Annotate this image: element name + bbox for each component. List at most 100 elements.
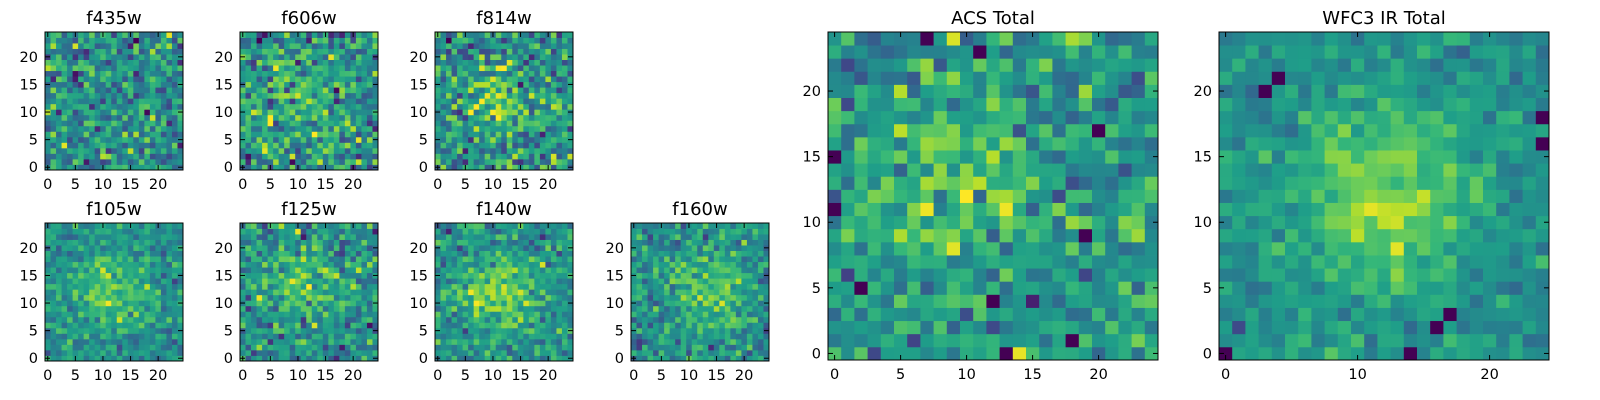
heatmap-cell — [61, 316, 68, 323]
heatmap-cell — [83, 147, 90, 154]
heatmap-cell — [741, 322, 748, 329]
heatmap-cell — [317, 322, 324, 329]
heatmap-cell — [144, 355, 151, 362]
heatmap-cell — [664, 294, 671, 301]
heatmap-cell — [501, 59, 508, 66]
heatmap-cell — [361, 355, 368, 362]
heatmap-cell — [267, 37, 274, 44]
heatmap-cell — [757, 305, 764, 312]
heatmap-cell — [61, 355, 68, 362]
heatmap-cell — [111, 120, 118, 127]
heatmap-cell — [372, 131, 379, 138]
heatmap-cell — [245, 120, 252, 127]
heatmap-cell — [719, 272, 726, 279]
heatmap-cell — [160, 103, 167, 110]
heatmap-cell — [177, 316, 184, 323]
heatmap-cell — [72, 48, 79, 55]
heatmap-cell — [61, 278, 68, 285]
heatmap-cell — [517, 98, 524, 105]
heatmap-cell — [83, 234, 90, 240]
heatmap-cell — [366, 131, 373, 138]
heatmap-cell — [528, 239, 535, 246]
heatmap-cell — [138, 289, 145, 296]
heatmap-cell — [534, 59, 541, 66]
heatmap-cell — [973, 189, 987, 203]
heatmap-cell — [267, 272, 274, 279]
heatmap-cell — [94, 98, 101, 105]
heatmap-cell — [116, 245, 123, 251]
heatmap-cell — [300, 81, 307, 88]
heatmap-cell — [50, 344, 57, 351]
heatmap-cell — [160, 158, 167, 165]
heatmap-cell — [713, 289, 720, 296]
heatmap-cell — [83, 278, 90, 285]
heatmap-cell — [61, 349, 68, 356]
heatmap-cell — [78, 327, 85, 334]
heatmap-cell — [295, 120, 302, 127]
heatmap-cell — [561, 250, 568, 257]
heatmap-cell — [155, 114, 162, 121]
heatmap-cell — [300, 256, 307, 263]
panel-title: f435w — [86, 8, 141, 29]
heatmap-cell — [920, 281, 934, 295]
heatmap-cell — [512, 136, 519, 143]
heatmap-cell — [122, 228, 129, 235]
heatmap-cell — [473, 136, 480, 143]
heatmap-cell — [278, 131, 285, 138]
heatmap-cell — [1105, 176, 1119, 190]
heatmap-cell — [512, 267, 519, 274]
heatmap-cell — [306, 261, 313, 268]
heatmap-cell — [506, 120, 513, 127]
heatmap-cell — [556, 136, 563, 143]
heatmap-cell — [680, 283, 687, 290]
heatmap-cell — [495, 81, 502, 88]
heatmap-cell — [144, 32, 151, 38]
heatmap-cell — [457, 65, 463, 72]
heatmap-cell — [550, 136, 557, 143]
heatmap-cell — [506, 70, 513, 77]
heatmap-cell — [567, 316, 574, 323]
heatmap-cell — [440, 136, 447, 143]
heatmap-cell — [523, 300, 530, 307]
heatmap-cell — [311, 267, 318, 274]
heatmap-cell — [300, 103, 307, 110]
heatmap-cell — [647, 261, 654, 268]
heatmap-cell — [854, 346, 868, 361]
heatmap-cell — [240, 131, 246, 138]
y-tick-label: 20 — [215, 241, 233, 257]
heatmap-cell — [339, 109, 346, 116]
heatmap-cell — [539, 256, 546, 263]
heatmap-cell — [361, 147, 368, 154]
heatmap-cell — [144, 164, 151, 171]
heatmap-cell — [251, 239, 257, 246]
heatmap-cell — [350, 65, 357, 72]
heatmap-cell — [127, 147, 134, 154]
heatmap-cell — [322, 245, 329, 251]
heatmap-cell — [245, 327, 252, 334]
heatmap-cell — [366, 70, 373, 77]
heatmap-cell — [675, 272, 682, 279]
heatmap-cell — [251, 228, 257, 235]
heatmap-cell — [311, 147, 318, 154]
heatmap-cell — [435, 142, 441, 149]
heatmap-cell — [256, 322, 263, 329]
heatmap-cell — [735, 234, 742, 240]
heatmap-cell — [468, 81, 475, 88]
heatmap-cell — [322, 316, 329, 323]
heatmap-cell — [133, 54, 140, 60]
heatmap-cell — [512, 294, 519, 301]
heatmap-cell — [854, 228, 868, 243]
heatmap-cell — [355, 289, 362, 296]
heatmap-cell — [960, 163, 974, 177]
heatmap-cell — [473, 316, 480, 323]
heatmap-cell — [311, 59, 318, 66]
heatmap-cell — [361, 131, 368, 138]
heatmap-cell — [306, 109, 313, 116]
heatmap-cell — [986, 228, 1000, 243]
heatmap-cell — [278, 278, 285, 285]
heatmap-cell — [523, 250, 530, 257]
heatmap-cell — [484, 349, 491, 356]
heatmap-cell — [719, 245, 726, 251]
heatmap-cell — [111, 311, 118, 318]
heatmap-cell — [45, 305, 51, 312]
